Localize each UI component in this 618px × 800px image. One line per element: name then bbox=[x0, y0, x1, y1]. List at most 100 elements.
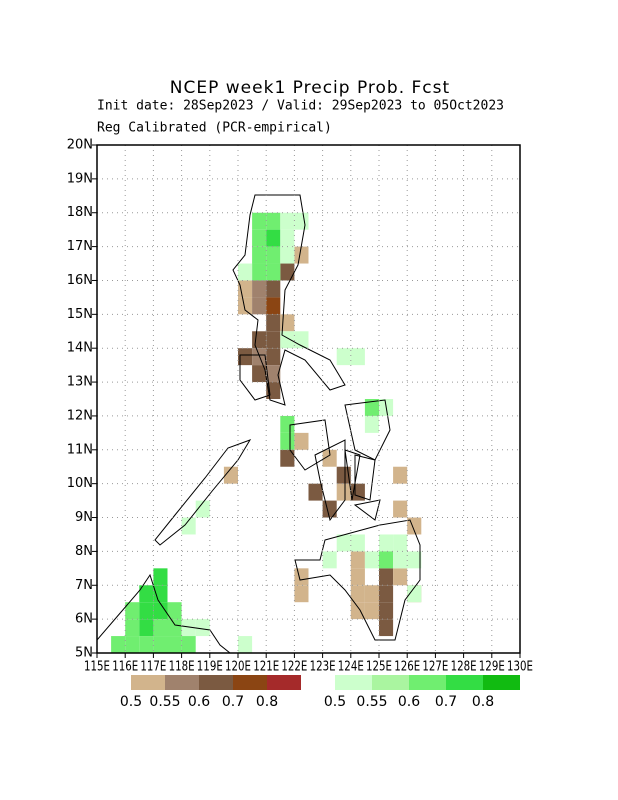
prob-cell bbox=[266, 280, 281, 298]
prob-cell bbox=[379, 534, 394, 552]
prob-cell bbox=[379, 619, 394, 637]
prob-cell bbox=[252, 263, 267, 281]
legend-label: 0.8 bbox=[472, 694, 494, 710]
luzon bbox=[232, 194, 346, 406]
lat-tick-label: 5N bbox=[75, 646, 93, 661]
cells bbox=[111, 212, 422, 653]
lat-tick-label: 19N bbox=[67, 171, 93, 186]
legend-label: 0.5 bbox=[324, 694, 346, 710]
legend-label: 0.7 bbox=[435, 694, 457, 710]
prob-cell bbox=[125, 636, 140, 653]
lon-tick-label: 127E bbox=[422, 660, 448, 675]
prob-cell bbox=[223, 466, 238, 484]
prob-cell bbox=[336, 348, 351, 366]
prob-cell bbox=[238, 348, 253, 366]
prob-cell bbox=[238, 263, 253, 281]
prob-cell bbox=[266, 348, 281, 366]
legend-label: 0.7 bbox=[222, 694, 244, 710]
prob-cell bbox=[350, 602, 365, 620]
prob-cell bbox=[336, 483, 351, 501]
prob-cell bbox=[308, 483, 323, 501]
lat-tick-label: 13N bbox=[67, 375, 93, 390]
prob-cell bbox=[266, 331, 281, 349]
prob-cell bbox=[153, 602, 168, 620]
prob-cell bbox=[266, 365, 281, 383]
prob-cell bbox=[195, 500, 210, 518]
prob-cell bbox=[139, 602, 154, 620]
prob-cell bbox=[181, 636, 196, 653]
prob-cell bbox=[280, 212, 295, 230]
lon-tick-label: 118E bbox=[169, 660, 195, 675]
prob-cell bbox=[252, 212, 267, 230]
prob-cell bbox=[322, 500, 337, 518]
prob-cell bbox=[266, 297, 281, 315]
lat-tick-label: 17N bbox=[67, 239, 93, 254]
prob-cell bbox=[280, 263, 295, 281]
prob-cell bbox=[336, 466, 351, 484]
prob-cell bbox=[238, 297, 253, 315]
subtitle: Init date: 28Sep2023 / Valid: 29Sep2023 … bbox=[97, 99, 504, 114]
lon-tick-label: 116E bbox=[112, 660, 138, 675]
prob-cell bbox=[266, 229, 281, 247]
legend-label: 0.6 bbox=[398, 694, 420, 710]
prob-cell bbox=[393, 466, 408, 484]
samar bbox=[344, 399, 391, 461]
prob-cell bbox=[167, 619, 182, 637]
prob-cell bbox=[280, 229, 295, 247]
prob-cell bbox=[294, 246, 309, 264]
prob-cell bbox=[252, 365, 267, 383]
legend-swatch bbox=[483, 675, 520, 690]
prob-cell bbox=[195, 619, 210, 637]
prob-cell bbox=[125, 602, 140, 620]
prob-cell bbox=[266, 263, 281, 281]
prob-cell bbox=[294, 212, 309, 230]
prob-cell bbox=[407, 551, 422, 569]
lon-tick-label: 125E bbox=[366, 660, 392, 675]
prob-cell bbox=[181, 517, 196, 535]
prob-cell bbox=[364, 415, 379, 433]
lon-tick-label: 119E bbox=[197, 660, 223, 675]
prob-cell bbox=[294, 432, 309, 450]
bohol bbox=[353, 499, 381, 521]
lon-tick-label: 122E bbox=[281, 660, 307, 675]
legend-swatch bbox=[335, 675, 372, 690]
prob-cell bbox=[181, 619, 196, 637]
panay bbox=[289, 419, 331, 471]
lon-tick-label: 121E bbox=[253, 660, 279, 675]
prob-cell bbox=[153, 619, 168, 637]
prob-cell bbox=[167, 636, 182, 653]
legend-swatch bbox=[409, 675, 446, 690]
prob-cell bbox=[379, 585, 394, 603]
legend-label: 0.6 bbox=[188, 694, 210, 710]
mindanao bbox=[294, 519, 421, 641]
title: NCEP week1 Precip Prob. Fcst bbox=[170, 78, 450, 98]
prob-cell bbox=[280, 314, 295, 332]
prob-cell bbox=[280, 432, 295, 450]
prob-cell bbox=[252, 331, 267, 349]
lat-tick-label: 7N bbox=[75, 578, 93, 593]
mindoro bbox=[239, 354, 271, 401]
prob-cell bbox=[364, 551, 379, 569]
lon-tick-label: 129E bbox=[479, 660, 505, 675]
prob-cell bbox=[407, 585, 422, 603]
prob-cell bbox=[379, 568, 394, 586]
legend-label: 0.5 bbox=[120, 694, 142, 710]
prob-cell bbox=[350, 534, 365, 552]
prob-cell bbox=[153, 568, 168, 586]
prob-cell bbox=[252, 297, 267, 315]
lat-tick-label: 14N bbox=[67, 341, 93, 356]
legend-label: 0.8 bbox=[256, 694, 278, 710]
legend-swatch bbox=[165, 675, 199, 690]
prob-cell bbox=[294, 568, 309, 586]
prob-cell bbox=[252, 229, 267, 247]
legend-label: 0.55 bbox=[356, 694, 387, 710]
prob-cell bbox=[153, 636, 168, 653]
prob-cell bbox=[139, 619, 154, 637]
prob-cell bbox=[238, 636, 253, 653]
prob-cell bbox=[252, 280, 267, 298]
prob-cell bbox=[336, 534, 351, 552]
prob-cell bbox=[364, 399, 379, 416]
lon-tick-label: 120E bbox=[225, 660, 251, 675]
lat-tick-label: 15N bbox=[67, 307, 93, 322]
